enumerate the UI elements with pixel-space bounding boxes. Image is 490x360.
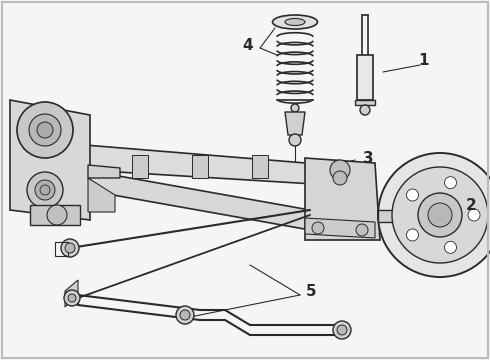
- Circle shape: [468, 209, 480, 221]
- Circle shape: [37, 122, 53, 138]
- Circle shape: [61, 239, 79, 257]
- Text: 3: 3: [363, 150, 373, 166]
- Circle shape: [312, 222, 324, 234]
- Circle shape: [378, 153, 490, 277]
- Circle shape: [40, 185, 50, 195]
- Polygon shape: [10, 100, 90, 220]
- Circle shape: [392, 167, 488, 263]
- Polygon shape: [252, 155, 268, 178]
- Circle shape: [291, 104, 299, 112]
- Circle shape: [29, 114, 61, 146]
- Text: 2: 2: [466, 198, 476, 212]
- Ellipse shape: [399, 179, 437, 251]
- Circle shape: [64, 290, 80, 306]
- Circle shape: [47, 205, 67, 225]
- Circle shape: [180, 310, 190, 320]
- Polygon shape: [30, 205, 80, 225]
- Circle shape: [333, 171, 347, 185]
- Polygon shape: [65, 280, 78, 307]
- Polygon shape: [88, 165, 120, 178]
- Ellipse shape: [407, 227, 413, 237]
- Circle shape: [27, 172, 63, 208]
- Polygon shape: [355, 100, 375, 105]
- Circle shape: [360, 105, 370, 115]
- Circle shape: [418, 193, 462, 237]
- Polygon shape: [305, 158, 380, 240]
- Text: 4: 4: [243, 37, 253, 53]
- Ellipse shape: [423, 227, 430, 237]
- Circle shape: [65, 243, 75, 253]
- Polygon shape: [132, 155, 148, 178]
- Ellipse shape: [423, 193, 430, 203]
- Circle shape: [289, 134, 301, 146]
- Text: 1: 1: [419, 53, 429, 68]
- Circle shape: [444, 241, 457, 253]
- Circle shape: [17, 102, 73, 158]
- Ellipse shape: [407, 193, 413, 203]
- Circle shape: [356, 224, 368, 236]
- Circle shape: [428, 203, 452, 227]
- Circle shape: [35, 180, 55, 200]
- Polygon shape: [378, 210, 410, 222]
- Polygon shape: [285, 112, 305, 135]
- Circle shape: [337, 325, 347, 335]
- Circle shape: [333, 321, 351, 339]
- Polygon shape: [305, 218, 375, 238]
- Polygon shape: [192, 155, 208, 178]
- Circle shape: [444, 177, 457, 189]
- Circle shape: [176, 306, 194, 324]
- Circle shape: [407, 189, 418, 201]
- Polygon shape: [85, 145, 330, 185]
- Ellipse shape: [285, 18, 305, 26]
- Circle shape: [330, 160, 350, 180]
- Circle shape: [68, 294, 76, 302]
- Circle shape: [407, 229, 418, 241]
- Ellipse shape: [272, 15, 318, 29]
- Polygon shape: [357, 55, 373, 100]
- Polygon shape: [85, 170, 310, 230]
- Polygon shape: [88, 178, 115, 212]
- Text: 5: 5: [306, 284, 317, 300]
